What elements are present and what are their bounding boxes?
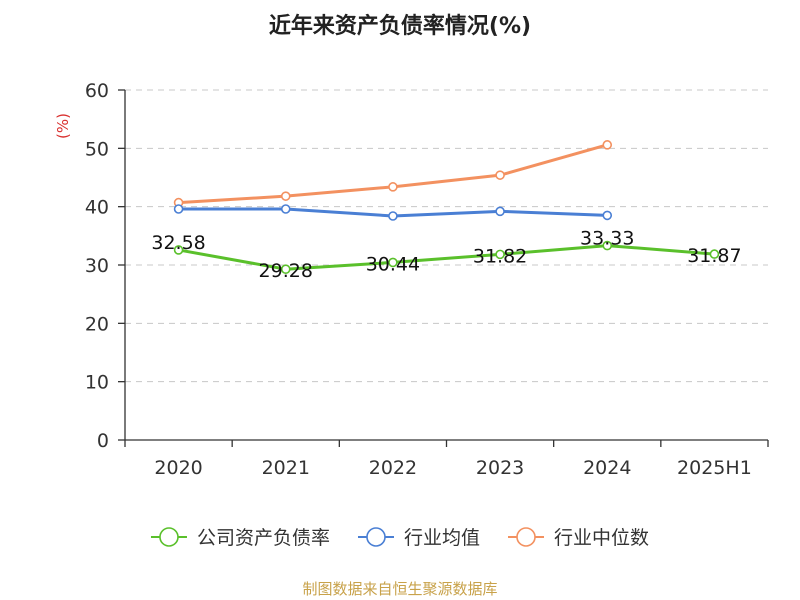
data-point bbox=[280, 204, 291, 214]
data-point bbox=[495, 249, 505, 260]
x-tick-label: 2023 bbox=[476, 457, 524, 479]
legend-item[interactable]: 公司资产负债率 bbox=[150, 527, 330, 549]
x-tick-label: 2020 bbox=[154, 457, 202, 479]
data-point bbox=[602, 240, 613, 251]
y-tick-label: 30 bbox=[85, 255, 109, 277]
data-point bbox=[388, 182, 398, 192]
data-point bbox=[173, 204, 184, 214]
series-line bbox=[178, 244, 715, 271]
data-label: 29.28 bbox=[259, 260, 313, 282]
data-point bbox=[280, 264, 291, 275]
data-point bbox=[280, 191, 291, 201]
data-label: 31.87 bbox=[687, 245, 741, 267]
data-point bbox=[388, 211, 398, 221]
x-tick-label: 2024 bbox=[583, 457, 631, 479]
legend-item[interactable]: 行业均值 bbox=[357, 527, 480, 549]
grid-lines bbox=[125, 89, 768, 383]
y-tick-label: 20 bbox=[85, 313, 109, 335]
data-point bbox=[388, 257, 398, 268]
y-tick-label: 50 bbox=[85, 138, 109, 160]
y-axis-label: (%) bbox=[54, 113, 72, 139]
data-label: 31.82 bbox=[473, 245, 527, 267]
series-line bbox=[178, 143, 608, 205]
legend-label: 行业中位数 bbox=[554, 527, 649, 549]
legend[interactable]: 公司资产负债率 行业均值 行业中位数 bbox=[150, 527, 649, 549]
x-tick-label: 2022 bbox=[369, 457, 417, 479]
legend-marker bbox=[366, 527, 386, 547]
x-tick-label: 2025H1 bbox=[677, 457, 752, 479]
y-tick-label: 0 bbox=[97, 430, 109, 452]
data-point bbox=[495, 170, 505, 180]
data-labels: 32.58 29.28 30.44 31.82 33.33 31.87 bbox=[151, 228, 741, 283]
data-point bbox=[495, 206, 505, 217]
y-tick-label: 10 bbox=[85, 372, 109, 394]
y-tick-label: 40 bbox=[85, 197, 109, 219]
legend-marker bbox=[516, 527, 536, 547]
legend-label: 公司资产负债率 bbox=[197, 527, 330, 549]
source-note: 制图数据来自恒生聚源数据库 bbox=[302, 580, 497, 598]
axes: 0 10 20 30 40 50 60 2020 2021 2022 2023 2024 2025H1 bbox=[85, 80, 769, 479]
y-tick-label: 60 bbox=[85, 80, 109, 102]
chart-title: 近年来资产负债率情况(%) bbox=[269, 13, 531, 39]
data-label: 30.44 bbox=[366, 253, 420, 275]
x-tick-label: 2021 bbox=[262, 457, 310, 479]
legend-label: 行业均值 bbox=[404, 527, 480, 549]
data-point bbox=[173, 245, 184, 255]
data-label: 32.58 bbox=[151, 232, 205, 254]
data-point bbox=[602, 210, 613, 221]
data-point bbox=[602, 140, 613, 150]
data-label: 33.33 bbox=[580, 228, 634, 250]
legend-marker bbox=[159, 527, 179, 547]
data-point bbox=[709, 249, 720, 259]
series-lines bbox=[173, 140, 720, 275]
legend-item[interactable]: 行业中位数 bbox=[508, 527, 649, 549]
